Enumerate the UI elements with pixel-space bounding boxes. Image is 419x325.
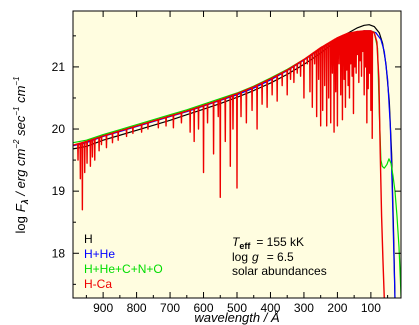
y-title-exp3: −1 xyxy=(12,76,21,85)
teff-annotation: Teff = 155 kK xyxy=(232,235,304,251)
legend-entry-h-he: H+He xyxy=(84,247,115,261)
x-tick-label: 300 xyxy=(294,301,314,315)
logg-annotation: log g = 6.5 xyxy=(232,250,294,264)
legend-entry-h-he-cno: H+He+C+N+O xyxy=(84,262,163,276)
teff-value: = 155 kK xyxy=(256,235,304,249)
abundance-annotation: solar abundances xyxy=(232,264,327,278)
y-title-lambda: λ xyxy=(20,199,30,205)
teff-subscript: eff xyxy=(239,241,251,251)
legend-entry-h: H xyxy=(84,232,93,246)
x-tick-label: 400 xyxy=(260,301,280,315)
y-tick-label: 18 xyxy=(52,246,66,260)
y-axis-title: logFλ / erg cm−2 sec−1 cm−1 xyxy=(12,76,30,233)
logg-symbol: g xyxy=(252,250,259,264)
y-title-sec: sec xyxy=(13,115,28,139)
y-title-cm: cm xyxy=(13,85,28,106)
teff-symbol: T xyxy=(232,235,241,249)
y-tick-label: 19 xyxy=(52,184,66,198)
x-tick-label: 100 xyxy=(361,301,381,315)
x-tick-label: 200 xyxy=(327,301,347,315)
x-tick-label: 600 xyxy=(194,301,214,315)
logg-value: = 6.5 xyxy=(267,250,294,264)
logg-prefix: log xyxy=(232,250,248,264)
y-title-units: / erg cm xyxy=(13,148,28,199)
y-title-f: F xyxy=(13,203,28,212)
x-tick-label: 500 xyxy=(227,301,247,315)
legend-entry-h-ca: H-Ca xyxy=(84,277,112,291)
model-parameters: Teff = 155 kK log g = 6.5 solar abundances xyxy=(232,235,327,278)
x-axis-title: wavelength / Å xyxy=(194,310,279,325)
x-tick-label: 700 xyxy=(160,301,180,315)
y-title-log: log xyxy=(13,216,28,233)
x-tick-label: 900 xyxy=(93,301,113,315)
series-line-h-ca xyxy=(73,30,385,298)
x-tick-label: 800 xyxy=(127,301,147,315)
y-title-exp1: −2 xyxy=(12,139,21,149)
y-title-exp2: −1 xyxy=(12,107,21,116)
y-tick-label: 20 xyxy=(52,122,66,136)
legend: H H+He H+He+C+N+O H-Ca xyxy=(84,232,163,291)
series-layer xyxy=(73,24,401,298)
y-tick-label: 21 xyxy=(52,60,66,74)
tick-layer: 900 800 700 600 500 400 300 200 100 18 19 20 21 xyxy=(52,11,401,315)
